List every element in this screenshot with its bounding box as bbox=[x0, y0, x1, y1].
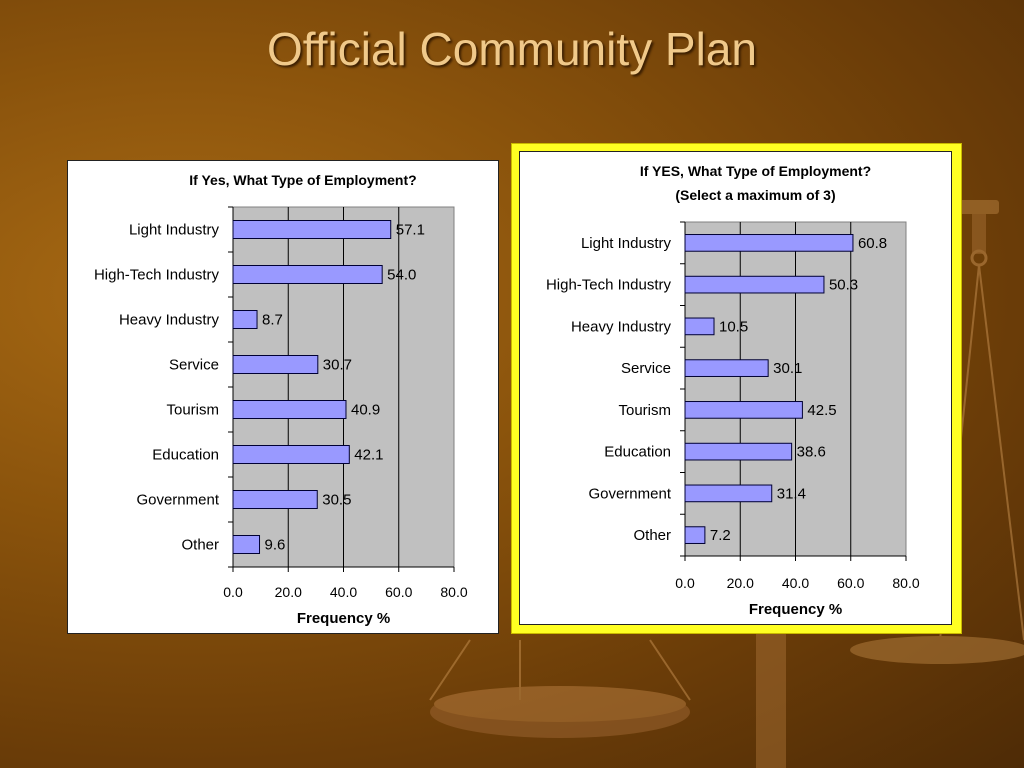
data-label: 30.7 bbox=[323, 357, 352, 374]
x-tick-label: 20.0 bbox=[275, 584, 302, 600]
data-label: 10.5 bbox=[719, 318, 748, 335]
data-label: 40.9 bbox=[351, 402, 380, 419]
bar bbox=[684, 275, 825, 294]
category-label: Heavy Industry bbox=[119, 312, 220, 329]
data-label: 50.3 bbox=[829, 277, 858, 294]
category-label: Government bbox=[588, 485, 671, 502]
category-label: Education bbox=[152, 447, 219, 464]
data-label: 8.7 bbox=[262, 312, 283, 329]
bar bbox=[684, 359, 769, 377]
bar bbox=[232, 220, 392, 239]
category-label: Other bbox=[633, 527, 671, 544]
data-label: 9.6 bbox=[265, 537, 286, 554]
chart-right: If YES, What Type of Employment? (Select … bbox=[546, 163, 920, 618]
x-axis-label: Frequency % bbox=[297, 610, 390, 627]
data-label: 54.0 bbox=[387, 267, 416, 284]
category-label: Service bbox=[621, 360, 671, 377]
chart-left: If Yes, What Type of Employment? 0.0 20.0 4… bbox=[94, 172, 468, 627]
category-label: Heavy Industry bbox=[571, 318, 672, 335]
data-label: 30.1 bbox=[773, 360, 802, 377]
bar bbox=[684, 401, 803, 419]
x-tick-label: 40.0 bbox=[330, 584, 357, 600]
bar bbox=[684, 484, 773, 503]
bar bbox=[684, 442, 793, 461]
data-label: 60.8 bbox=[858, 235, 887, 252]
category-label: Other bbox=[181, 537, 219, 554]
data-label: 31.4 bbox=[777, 485, 806, 502]
x-tick-label: 20.0 bbox=[727, 575, 754, 591]
bar bbox=[232, 535, 261, 554]
category-label: Education bbox=[604, 444, 671, 461]
x-tick-label: 0.0 bbox=[223, 584, 243, 600]
bar bbox=[232, 355, 319, 374]
x-tick-label: 40.0 bbox=[782, 575, 809, 591]
chart-title: If Yes, What Type of Employment? bbox=[189, 172, 416, 188]
bar bbox=[232, 490, 318, 509]
category-label: Service bbox=[169, 357, 219, 374]
bar bbox=[684, 234, 854, 252]
x-tick-label: 0.0 bbox=[675, 575, 695, 591]
x-tick-label: 60.0 bbox=[837, 575, 864, 591]
x-tick-label: 80.0 bbox=[892, 575, 919, 591]
data-label: 42.1 bbox=[354, 447, 383, 464]
x-tick-label: 60.0 bbox=[385, 584, 412, 600]
category-label: Light Industry bbox=[129, 222, 220, 239]
category-label: Government bbox=[136, 492, 219, 509]
data-label: 42.5 bbox=[807, 402, 836, 419]
category-label: Tourism bbox=[618, 402, 671, 419]
slide-title: Official Community Plan bbox=[267, 23, 757, 75]
x-tick-label: 80.0 bbox=[440, 584, 467, 600]
chart-title: If YES, What Type of Employment? bbox=[640, 163, 871, 179]
bar bbox=[232, 310, 258, 329]
bar bbox=[684, 317, 715, 336]
data-label: 57.1 bbox=[396, 222, 425, 239]
bar bbox=[232, 400, 347, 419]
chart-panel-right: If YES, What Type of Employment? (Select … bbox=[519, 151, 952, 625]
bar bbox=[684, 526, 706, 544]
category-label: Tourism bbox=[166, 402, 219, 419]
bar bbox=[232, 265, 383, 284]
category-label: Light Industry bbox=[581, 235, 672, 252]
category-label: High-Tech Industry bbox=[94, 267, 220, 284]
x-axis-label: Frequency % bbox=[749, 601, 842, 618]
data-label: 38.6 bbox=[797, 444, 826, 461]
category-label: High-Tech Industry bbox=[546, 277, 672, 294]
data-label: 7.2 bbox=[710, 527, 731, 544]
data-label: 30.5 bbox=[322, 492, 351, 509]
bar bbox=[232, 445, 350, 464]
chart-panel-left: If Yes, What Type of Employment? 0.0 20.0 4… bbox=[67, 160, 499, 634]
chart-subtitle: (Select a maximum of 3) bbox=[675, 187, 835, 203]
